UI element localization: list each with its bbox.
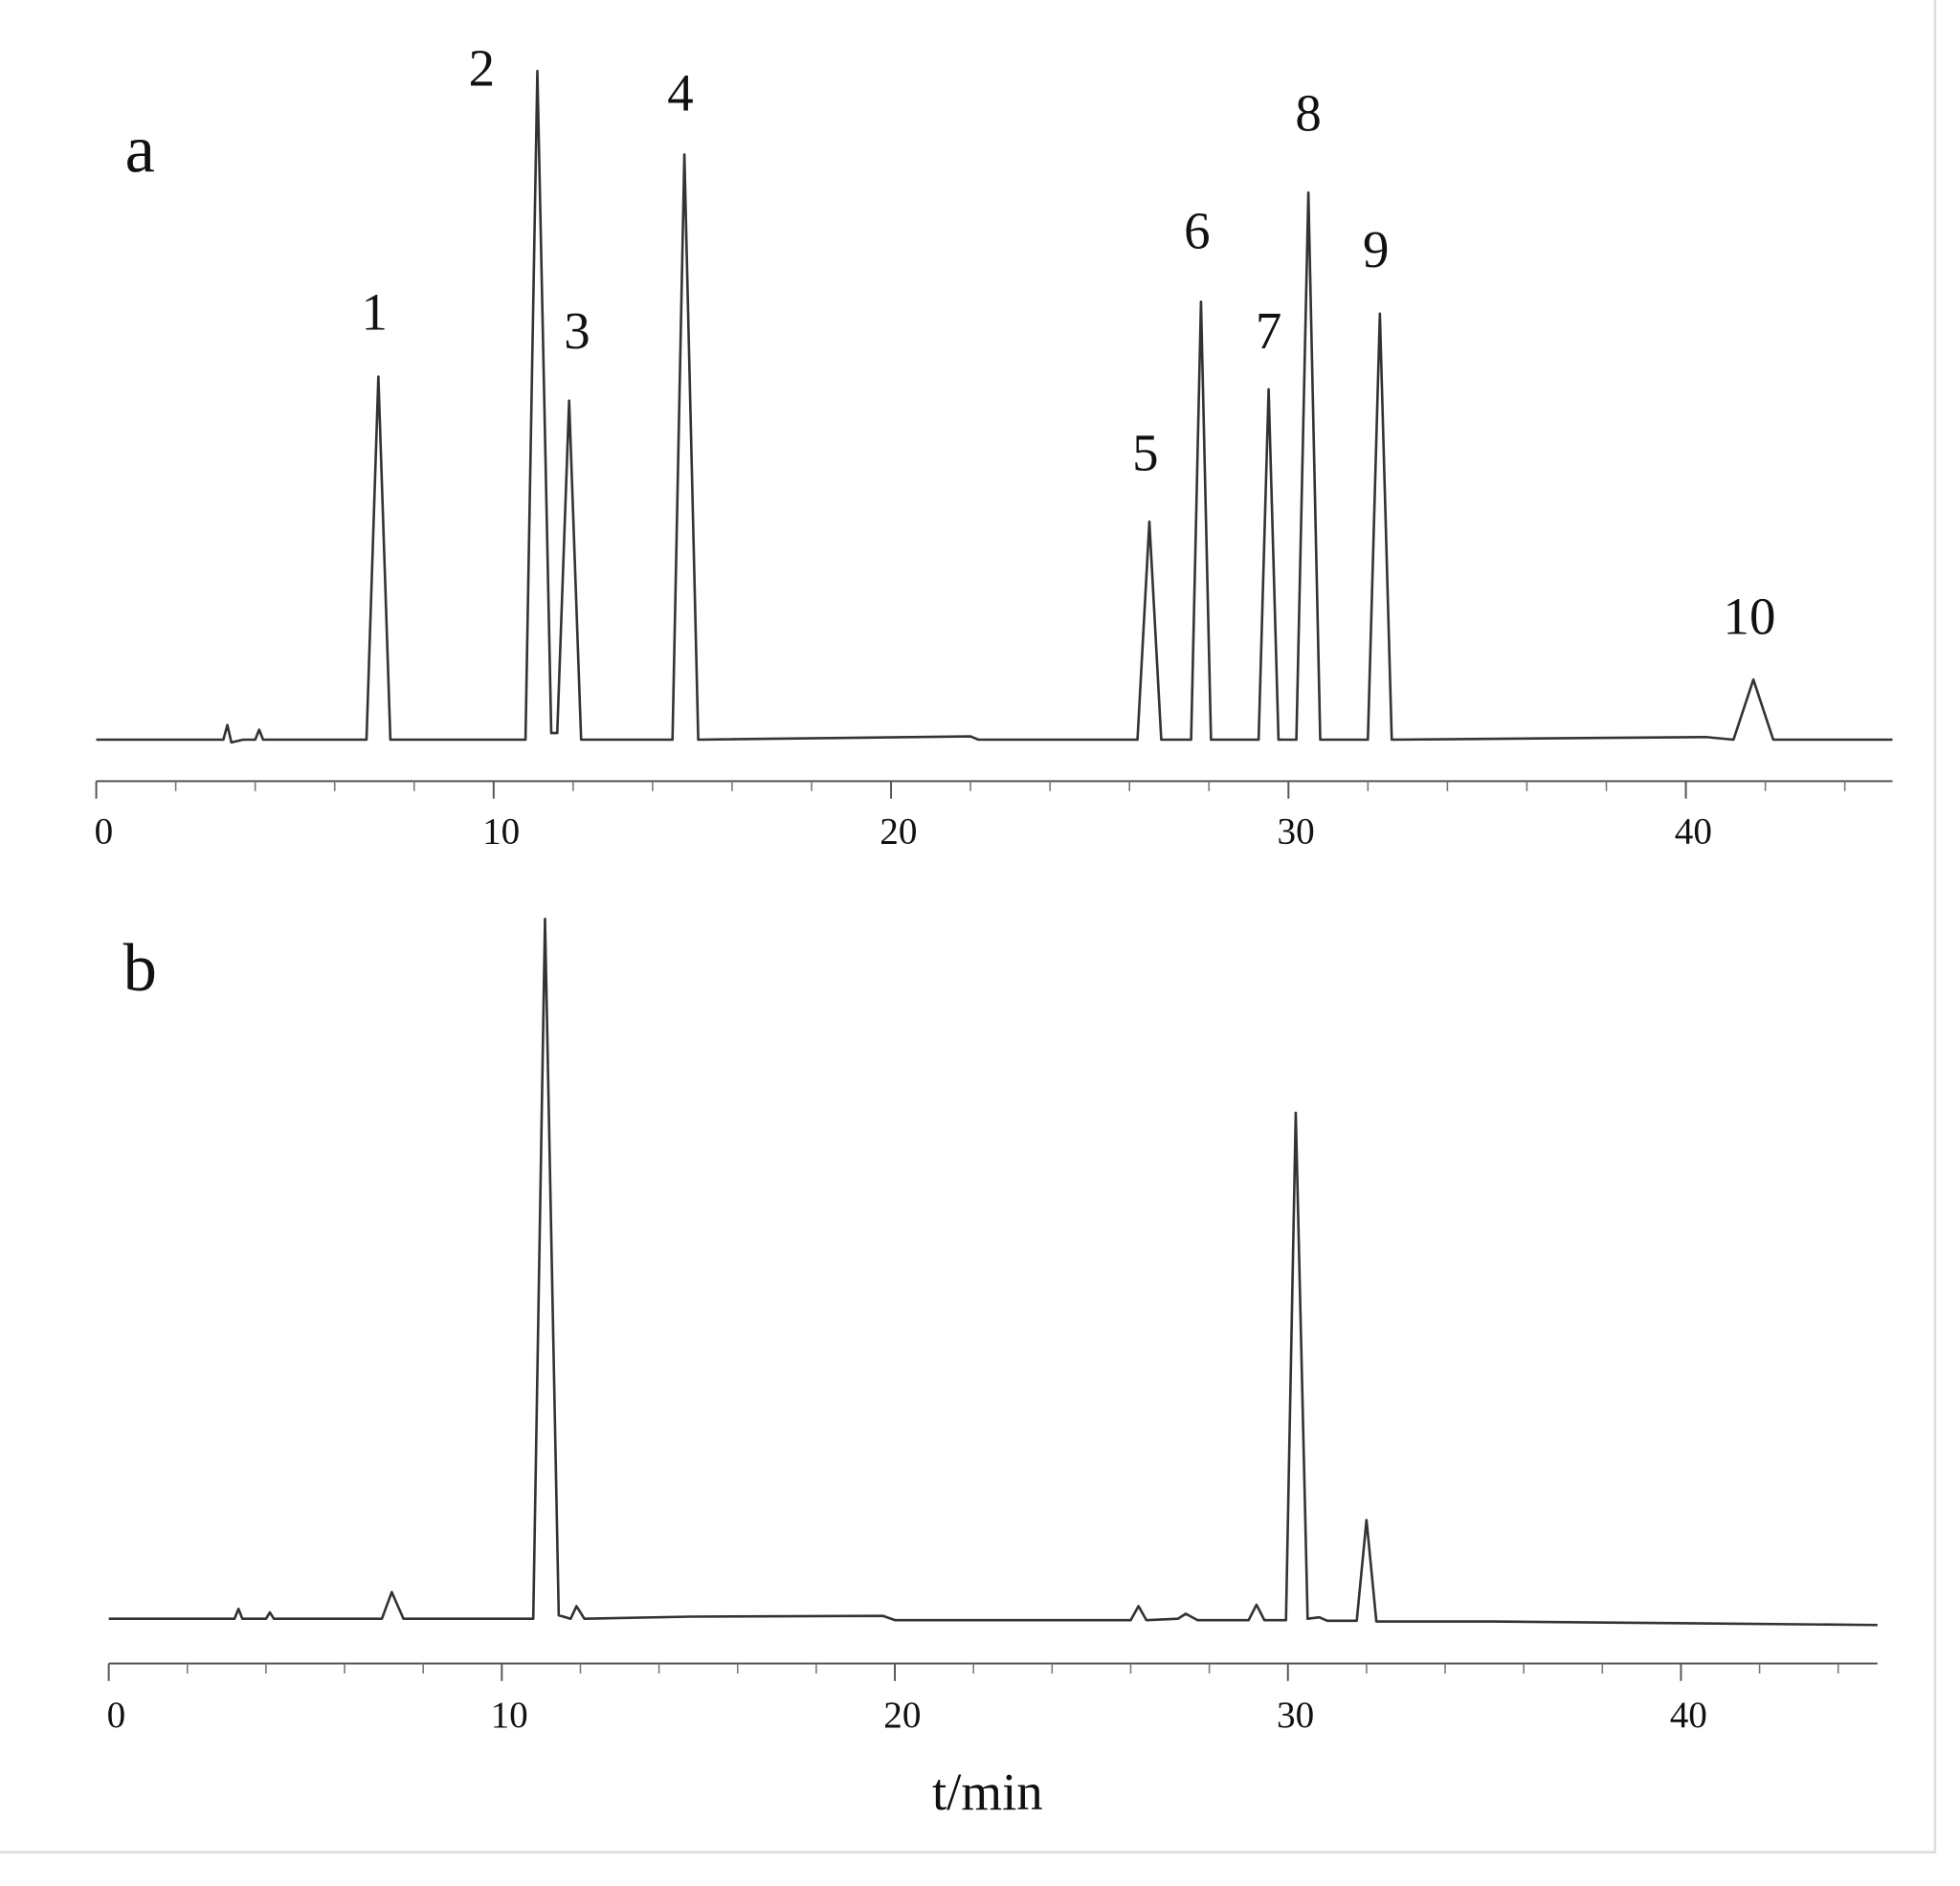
peak-label: 10 [1724, 588, 1776, 646]
x-tick-label: 20 [880, 811, 917, 853]
x-tick-label: 10 [482, 811, 520, 853]
panel-label: a [125, 112, 155, 187]
x-axis-label: t/min [932, 1763, 1043, 1821]
peak-label: 6 [1184, 201, 1210, 259]
peak-label: 8 [1295, 83, 1321, 142]
x-tick-label: 30 [1277, 1695, 1314, 1736]
x-tick-label: 40 [1675, 811, 1712, 853]
panel-label: b [123, 931, 157, 1006]
trace-line [108, 917, 1878, 1627]
peak-label: 2 [469, 39, 495, 98]
x-tick-label: 20 [883, 1695, 921, 1736]
x-tick-label: 0 [95, 811, 114, 853]
trace-line [96, 69, 1893, 744]
peak-label: 9 [1363, 220, 1389, 278]
x-tick-label: 40 [1670, 1695, 1707, 1736]
peak-label: 7 [1256, 301, 1281, 360]
peak-label: 5 [1132, 423, 1158, 481]
x-tick-label: 30 [1278, 811, 1315, 853]
frame [0, 0, 1937, 1854]
peak-label: 3 [564, 301, 590, 360]
x-tick-label: 10 [491, 1695, 528, 1736]
peak-label: 4 [667, 63, 693, 122]
x-tick-label: 0 [107, 1695, 126, 1736]
peak-label: 1 [362, 283, 388, 342]
